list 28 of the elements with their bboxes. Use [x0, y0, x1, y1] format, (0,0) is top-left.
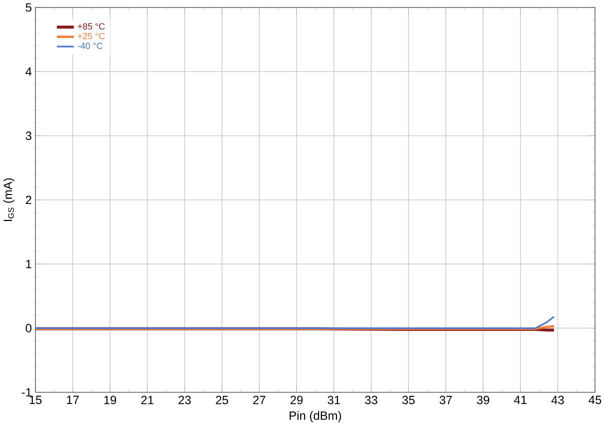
x-tick-label: 41: [514, 396, 526, 404]
x-tick-label: 33: [365, 396, 378, 404]
x-tick-label: 31: [328, 396, 340, 404]
y-tick-label: 3: [26, 132, 32, 140]
y-tick-label: 4: [26, 68, 32, 76]
y-tick-label: 1: [26, 260, 32, 268]
legend-label: +85 °C: [78, 23, 105, 30]
y-axis-title: I$_{GS}$ (mA): [3, 178, 14, 222]
x-axis-title: Pin (dBm): [290, 411, 342, 422]
x-tick-label: 25: [216, 396, 228, 404]
x-tick-label: 17: [66, 396, 79, 404]
x-tick-label: 27: [253, 396, 266, 404]
x-tick-label: 37: [440, 396, 452, 404]
x-tick-label: 23: [178, 396, 191, 404]
x-tick-label: 45: [588, 396, 602, 404]
y-tick-label: 2: [26, 196, 32, 204]
x-tick-label: 35: [402, 396, 415, 404]
y-tick-label: 0: [26, 324, 32, 333]
legend-label: -40 °C: [78, 42, 102, 50]
x-tick-label: 29: [290, 396, 303, 404]
x-tick-label: 43: [551, 396, 564, 404]
x-tick-label: 15: [30, 396, 42, 404]
y-tick-label: -1: [22, 388, 32, 397]
x-tick-label: 19: [104, 396, 116, 404]
y-tick-label: 5: [26, 4, 32, 12]
x-tick-label: 21: [141, 396, 154, 404]
x-tick-label: 39: [476, 396, 490, 404]
legend-label: +25 °C: [78, 33, 105, 40]
